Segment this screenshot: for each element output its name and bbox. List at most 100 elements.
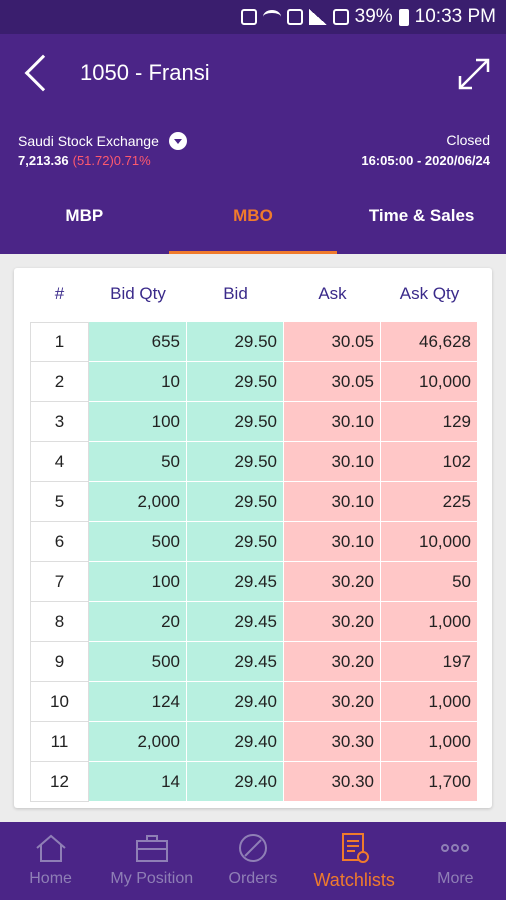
ask-qty-cell: 129 bbox=[381, 402, 478, 442]
table-row[interactable]: 12 14 29.40 30.30 1,700 bbox=[30, 762, 478, 802]
bid-qty-cell: 20 bbox=[89, 602, 187, 642]
briefcase-icon bbox=[135, 835, 168, 862]
status-icons: 39% 10:33 PM bbox=[240, 0, 496, 34]
table-row[interactable]: 6 500 29.50 30.10 10,000 bbox=[30, 522, 478, 562]
table-row[interactable]: 4 50 29.50 30.10 102 bbox=[30, 442, 478, 482]
dropdown-icon[interactable] bbox=[168, 132, 187, 150]
orders-icon bbox=[238, 834, 267, 862]
table-row[interactable]: 11 2,000 29.40 30.30 1,000 bbox=[30, 722, 478, 762]
table-row[interactable]: 10 124 29.40 30.20 1,000 bbox=[30, 682, 478, 722]
ask-qty-cell: 225 bbox=[381, 482, 478, 522]
table-row[interactable]: 1 655 29.50 30.05 46,628 bbox=[30, 322, 478, 362]
ask-price-cell: 30.05 bbox=[284, 362, 381, 402]
nav-more-label: More bbox=[437, 870, 474, 887]
tab-mbp[interactable]: MBP bbox=[65, 206, 104, 225]
tab-mbo[interactable]: MBO bbox=[168, 186, 338, 254]
bid-price-cell: 29.40 bbox=[187, 762, 284, 802]
bid-qty-cell: 2,000 bbox=[89, 482, 187, 522]
ask-qty-cell: 1,700 bbox=[381, 762, 478, 802]
notification-icon bbox=[240, 9, 257, 25]
bid-price-cell: 29.50 bbox=[187, 522, 284, 562]
battery-percent: 39% bbox=[354, 6, 393, 27]
bid-price-cell: 29.50 bbox=[187, 442, 284, 482]
table-header: # Bid Qty Bid Ask Ask Qty bbox=[30, 284, 478, 314]
col-header-number: # bbox=[54, 284, 65, 303]
table-row[interactable]: 3 100 29.50 30.10 129 bbox=[30, 402, 478, 442]
ask-qty-cell: 102 bbox=[381, 442, 478, 482]
home-icon bbox=[35, 834, 66, 862]
table-row[interactable]: 2 10 29.50 30.05 10,000 bbox=[30, 362, 478, 402]
row-number: 11 bbox=[30, 722, 89, 762]
nav-home-label: Home bbox=[29, 870, 72, 887]
exchange-name: Saudi Stock Exchange bbox=[18, 133, 159, 149]
table-row[interactable]: 9 500 29.45 30.20 197 bbox=[30, 642, 478, 682]
ask-qty-cell: 10,000 bbox=[381, 362, 478, 402]
ask-price-cell: 30.10 bbox=[284, 442, 381, 482]
row-number: 1 bbox=[30, 322, 89, 362]
exchange-selector[interactable]: Saudi Stock Exchange bbox=[18, 132, 187, 150]
table-row[interactable]: 7 100 29.45 30.20 50 bbox=[30, 562, 478, 602]
signal-icon bbox=[308, 9, 327, 25]
ask-price-cell: 30.20 bbox=[284, 602, 381, 642]
tab-time-and-sales[interactable]: Time & Sales bbox=[368, 206, 475, 225]
row-number: 9 bbox=[30, 642, 89, 682]
row-number: 10 bbox=[30, 682, 89, 722]
signal-box-icon bbox=[332, 9, 349, 25]
status-bar: 39% 10:33 PM bbox=[0, 0, 506, 34]
ask-qty-cell: 46,628 bbox=[381, 322, 478, 362]
nav-orders[interactable]: Orders bbox=[202, 822, 303, 900]
bid-price-cell: 29.40 bbox=[187, 722, 284, 762]
bid-price-cell: 29.45 bbox=[187, 642, 284, 682]
page-title: 1050 - Fransi bbox=[80, 60, 210, 85]
watchlist-icon bbox=[342, 833, 370, 863]
nav-home[interactable]: Home bbox=[0, 822, 101, 900]
bid-qty-cell: 14 bbox=[89, 762, 187, 802]
bid-qty-cell: 100 bbox=[89, 402, 187, 442]
bid-price-cell: 29.50 bbox=[187, 402, 284, 442]
bid-price-cell: 29.50 bbox=[187, 482, 284, 522]
ask-price-cell: 30.05 bbox=[284, 322, 381, 362]
nav-more[interactable]: More bbox=[405, 822, 506, 900]
nav-my-position[interactable]: My Position bbox=[101, 822, 202, 900]
order-table-body[interactable]: 1 655 29.50 30.05 46,628 2 10 29.50 30.05 10,000 3… bbox=[30, 322, 478, 802]
bid-qty-cell: 655 bbox=[89, 322, 187, 362]
nav-watchlists[interactable]: Watchlists bbox=[304, 822, 405, 900]
index-value: 7,213.36 bbox=[18, 153, 69, 168]
app-header: 1050 - Fransi Saudi Stock Exchange 7,213… bbox=[0, 34, 506, 254]
bid-price-cell: 29.50 bbox=[187, 322, 284, 362]
bid-qty-cell: 500 bbox=[89, 642, 187, 682]
ask-qty-cell: 1,000 bbox=[381, 682, 478, 722]
index-change: (51.72)0.71% bbox=[72, 153, 151, 168]
mbo-card: # Bid Qty Bid Ask Ask Qty 1 655 29.50 30.05… bbox=[14, 268, 492, 808]
table-row[interactable]: 5 2,000 29.50 30.10 225 bbox=[30, 482, 478, 522]
bid-price-cell: 29.45 bbox=[187, 602, 284, 642]
ask-qty-cell: 50 bbox=[381, 562, 478, 602]
row-number: 8 bbox=[30, 602, 89, 642]
market-timestamp: 16:05:00 - 2020/06/24 bbox=[361, 153, 490, 168]
ask-qty-cell: 1,000 bbox=[381, 722, 478, 762]
back-arrow-icon[interactable] bbox=[24, 54, 62, 92]
index-summary: 7,213.36 (51.72)0.71% bbox=[18, 153, 151, 168]
battery-icon bbox=[398, 8, 409, 26]
col-header-ask: Ask bbox=[318, 284, 347, 303]
ask-price-cell: 30.10 bbox=[284, 522, 381, 562]
ask-qty-cell: 1,000 bbox=[381, 602, 478, 642]
row-number: 4 bbox=[30, 442, 89, 482]
bid-qty-cell: 10 bbox=[89, 362, 187, 402]
row-number: 3 bbox=[30, 402, 89, 442]
more-icon bbox=[441, 844, 470, 852]
ask-price-cell: 30.10 bbox=[284, 482, 381, 522]
ask-qty-cell: 197 bbox=[381, 642, 478, 682]
wifi-icon bbox=[262, 10, 281, 24]
ask-price-cell: 30.30 bbox=[284, 762, 381, 802]
ask-price-cell: 30.20 bbox=[284, 642, 381, 682]
row-number: 6 bbox=[30, 522, 89, 562]
clock: 10:33 PM bbox=[414, 6, 496, 27]
ask-price-cell: 30.20 bbox=[284, 562, 381, 602]
bid-qty-cell: 100 bbox=[89, 562, 187, 602]
bid-price-cell: 29.45 bbox=[187, 562, 284, 602]
expand-icon[interactable] bbox=[454, 54, 494, 94]
col-header-bid: Bid bbox=[223, 284, 248, 303]
table-row[interactable]: 8 20 29.45 30.20 1,000 bbox=[30, 602, 478, 642]
ask-price-cell: 30.30 bbox=[284, 722, 381, 762]
